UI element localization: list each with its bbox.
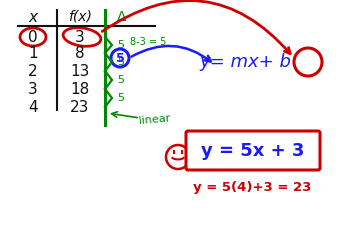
Text: 0: 0 bbox=[28, 29, 38, 45]
Text: 1: 1 bbox=[28, 45, 38, 61]
Text: 8-3 = 5: 8-3 = 5 bbox=[130, 37, 166, 47]
Text: linear: linear bbox=[138, 114, 171, 126]
Text: 5: 5 bbox=[117, 57, 124, 67]
Text: 13: 13 bbox=[70, 63, 90, 79]
Text: 18: 18 bbox=[70, 81, 90, 97]
Text: y= mx+ b: y= mx+ b bbox=[199, 53, 291, 71]
Text: 3: 3 bbox=[28, 81, 38, 97]
Text: 4: 4 bbox=[28, 99, 38, 115]
Text: 2: 2 bbox=[28, 63, 38, 79]
Text: 5: 5 bbox=[117, 40, 124, 50]
Text: x: x bbox=[28, 9, 37, 25]
FancyBboxPatch shape bbox=[186, 131, 320, 170]
Text: y = 5x + 3: y = 5x + 3 bbox=[201, 142, 305, 160]
Text: 8: 8 bbox=[75, 45, 85, 61]
Text: 5: 5 bbox=[116, 52, 124, 65]
Text: f(x): f(x) bbox=[68, 10, 92, 24]
Text: 5: 5 bbox=[117, 75, 124, 85]
Text: 5: 5 bbox=[117, 93, 124, 103]
Text: y = 5(4)+3 = 23: y = 5(4)+3 = 23 bbox=[193, 180, 311, 194]
Text: 3: 3 bbox=[75, 29, 85, 45]
Text: Δ: Δ bbox=[117, 10, 127, 24]
Text: 23: 23 bbox=[70, 99, 90, 115]
